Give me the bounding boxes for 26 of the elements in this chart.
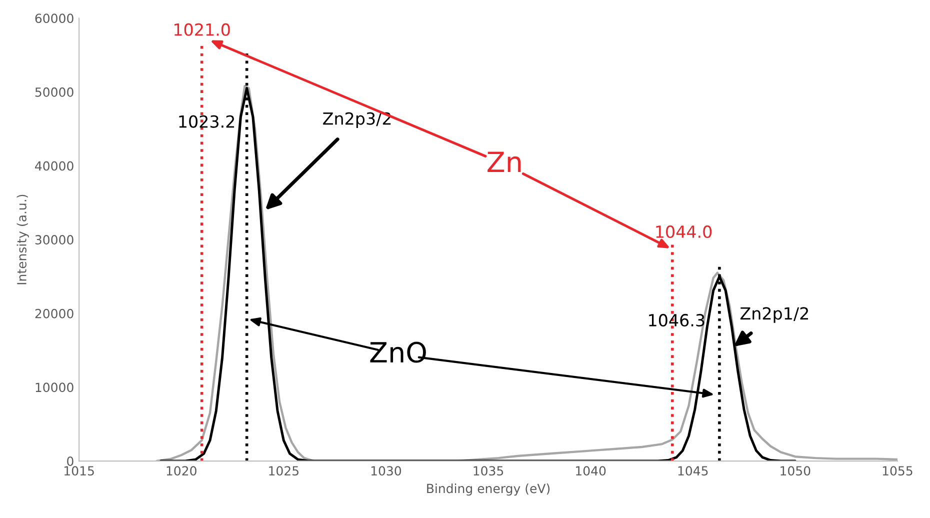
x-tick-label: 1020 xyxy=(166,466,196,476)
y-tick-label: 20000 xyxy=(35,308,74,318)
y-tick-label: 50000 xyxy=(35,87,74,97)
annotation: ZnO xyxy=(370,342,426,363)
y-axis-title: Intensity (a.u.) xyxy=(16,194,29,284)
annotation: Zn xyxy=(488,152,521,172)
x-tick-label: 1025 xyxy=(269,466,298,476)
x-tick-label: 1055 xyxy=(882,466,912,476)
ref-line-label: 1044.0 xyxy=(656,225,712,238)
ref-line-label: 1046.3 xyxy=(649,314,704,327)
x-tick-label: 1045 xyxy=(678,466,708,476)
y-tick-label: 40000 xyxy=(35,161,74,171)
x-axis-title: Binding energy (eV) xyxy=(427,484,550,496)
x-tick-label: 1050 xyxy=(780,466,810,476)
y-tick-label: 60000 xyxy=(35,14,74,24)
x-tick-label: 1035 xyxy=(474,466,504,476)
annotation: Zn2p1/2 xyxy=(740,307,808,323)
y-tick-label: 30000 xyxy=(35,235,74,244)
y-tick-label: 10000 xyxy=(36,382,74,392)
x-tick-label: 1040 xyxy=(576,466,606,476)
ref-line-label: 1023.2 xyxy=(179,115,234,128)
x-tick-label: 1030 xyxy=(371,466,402,476)
ref-line-label: 1021.0 xyxy=(174,23,230,36)
annotation: Zn2p3/2 xyxy=(323,112,391,128)
y-tick-label: 0 xyxy=(67,456,74,466)
x-tick-label: 1015 xyxy=(64,466,94,476)
